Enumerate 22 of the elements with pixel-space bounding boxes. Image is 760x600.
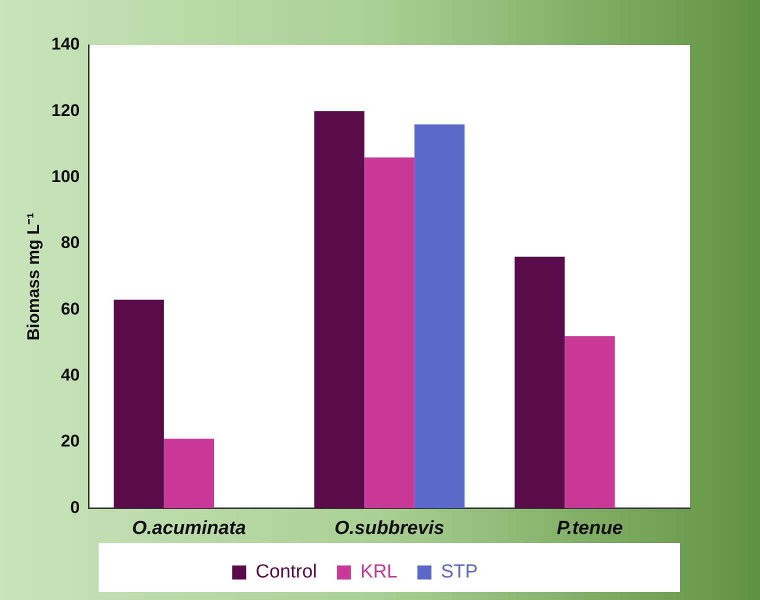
y-tick-label: 40	[60, 366, 80, 385]
y-tick-label: 20	[60, 432, 80, 451]
bar	[164, 438, 214, 508]
y-tick-label: 140	[51, 34, 80, 54]
legend-label: Control	[256, 562, 317, 583]
bar	[414, 124, 465, 508]
x-tick-label: P.tenue	[556, 518, 624, 539]
y-tick-label: 80	[60, 233, 80, 252]
y-tick-label: 100	[51, 167, 80, 186]
y-tick-label: 60	[60, 299, 80, 318]
bar	[114, 300, 164, 508]
bar	[564, 336, 615, 508]
bar	[314, 111, 364, 508]
bar	[364, 157, 414, 508]
x-tick-label: O.subbrevis	[334, 518, 444, 539]
legend-label: STP	[440, 562, 478, 583]
legend-label: KRL	[360, 562, 398, 583]
y-tick-label: 0	[70, 498, 80, 517]
y-tick-label: 120	[51, 100, 80, 120]
x-tick-label: O.acuminata	[132, 518, 246, 539]
y-axis-title: Biomass mg L⁻¹	[24, 212, 43, 341]
bar	[514, 256, 565, 508]
